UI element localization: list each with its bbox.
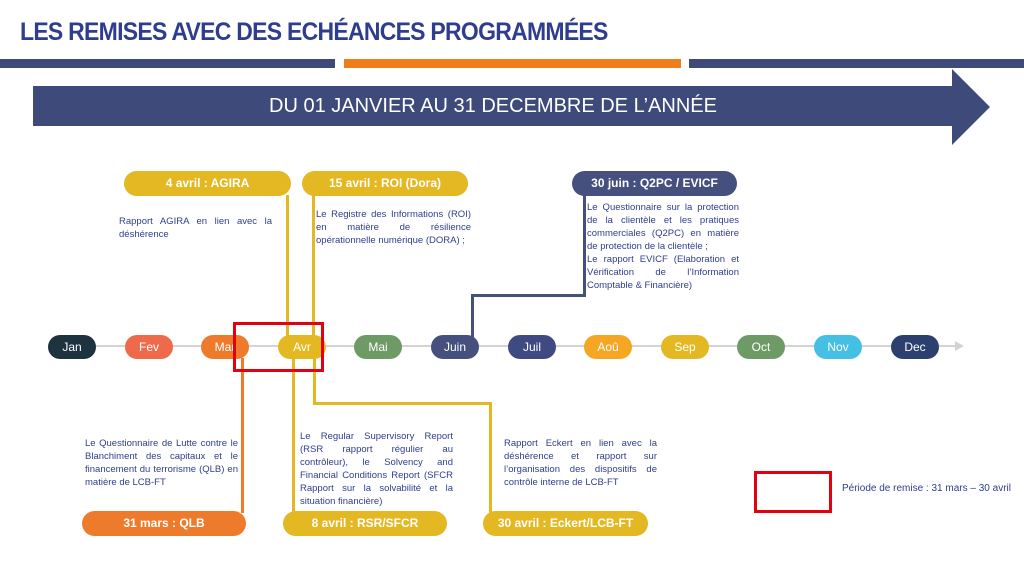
header-bar-center <box>344 59 681 68</box>
desc-agira: Rapport AGIRA en lien avec la déshérence <box>119 216 272 240</box>
month-juin: Juin <box>431 335 479 359</box>
month-sep: Sep <box>661 335 709 359</box>
legend-label: Période de remise : 31 mars – 30 avril <box>842 483 1011 494</box>
month-aou: Aoû <box>584 335 632 359</box>
badge-eckert: 30 avril : Eckert/LCB-FT <box>483 511 648 536</box>
desc-q2pc: Le Questionnaire sur la protection de la… <box>587 201 739 292</box>
month-mai: Mai <box>354 335 402 359</box>
month-fev: Fev <box>125 335 173 359</box>
badge-agira: 4 avril : AGIRA <box>124 171 291 196</box>
connector-q2pc-drop <box>471 294 474 338</box>
timeline-arrow-head <box>955 341 964 351</box>
connector-eckert-vertical <box>313 358 316 404</box>
header-bar-left <box>0 59 335 68</box>
connector-q2pc-horizontal <box>471 294 586 297</box>
header-bar-right <box>689 59 1024 68</box>
desc-q2pc-part1: Le Questionnaire sur la protection de la… <box>587 202 739 252</box>
month-avr: Avr <box>278 335 326 359</box>
connector-eckert-drop <box>489 402 492 514</box>
connector-roi <box>312 195 315 340</box>
desc-roi: Le Registre des Informations (ROI) en ma… <box>316 209 471 246</box>
connector-agira <box>286 195 289 340</box>
page-title: LES REMISES AVEC DES ECHÉANCES PROGRAMMÉ… <box>20 18 608 46</box>
month-mar: Mar <box>201 335 249 359</box>
period-arrow <box>33 86 953 126</box>
badge-qlb: 31 mars : QLB <box>82 511 246 536</box>
timeline-line <box>60 345 955 347</box>
month-nov: Nov <box>814 335 862 359</box>
month-jan: Jan <box>48 335 96 359</box>
desc-eckert: Rapport Eckert en lien avec la déshérenc… <box>504 438 657 488</box>
legend-swatch <box>754 471 832 513</box>
connector-eckert-horizontal <box>313 402 491 405</box>
connector-rsr <box>292 358 295 513</box>
desc-qlb: Le Questionnaire de Lutte contre le Blan… <box>85 438 238 488</box>
month-dec: Dec <box>891 335 939 359</box>
connector-qlb <box>241 358 244 513</box>
period-banner-text: DU 01 JANVIER AU 31 DECEMBRE DE L’ANNÉE <box>269 95 717 117</box>
period-highlight-box <box>233 322 324 372</box>
period-arrow-head <box>952 69 990 145</box>
month-oct: Oct <box>737 335 785 359</box>
desc-rsr: Le Regular Supervisory Report (RSR rappo… <box>300 431 453 507</box>
badge-rsr: 8 avril : RSR/SFCR <box>283 511 447 536</box>
badge-roi: 15 avril : ROI (Dora) <box>302 171 468 196</box>
desc-q2pc-part2: Le rapport EVICF (Elaboration et Vérific… <box>587 254 739 291</box>
badge-q2pc: 30 juin : Q2PC / EVICF <box>572 171 737 196</box>
connector-q2pc-vertical <box>583 193 586 295</box>
month-juil: Juil <box>508 335 556 359</box>
